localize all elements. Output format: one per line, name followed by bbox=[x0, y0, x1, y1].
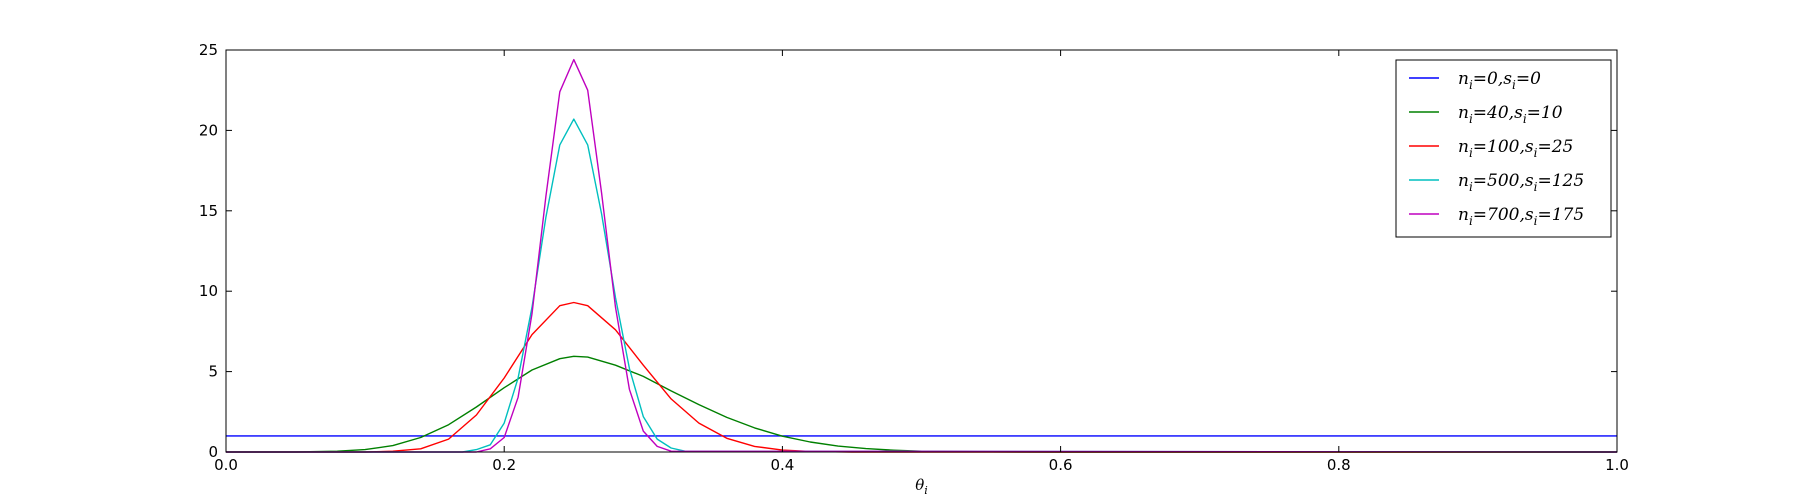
plot-frame bbox=[225, 49, 1618, 453]
x-tick-label-2: 0.4 bbox=[770, 456, 794, 474]
legend-label-4: ni=700,si=175 bbox=[1458, 205, 1584, 228]
y-tick-label-5: 25 bbox=[199, 41, 218, 59]
x-axis-label: θi bbox=[915, 476, 928, 497]
x-tick-label-3: 0.6 bbox=[1049, 456, 1073, 474]
series-line-4 bbox=[226, 58, 1618, 453]
series-line-2 bbox=[226, 301, 1617, 453]
ticks-layer: 0.0 0.2 0.4 0.6 0.8 1.0 0 5 10 15 20 25 bbox=[199, 41, 1629, 474]
series-line-1 bbox=[226, 355, 1617, 453]
legend-label-2: ni=100,si=25 bbox=[1458, 137, 1573, 160]
legend-label-1: ni=40,si=10 bbox=[1458, 103, 1563, 126]
legend: ni=0,si=0 ni=40,si=10 ni=100,si=25 ni=500,s… bbox=[1395, 59, 1612, 238]
x-tick-label-5: 1.0 bbox=[1605, 456, 1629, 474]
x-tick-label-1: 0.2 bbox=[492, 456, 516, 474]
legend-label-0: ni=0,si=0 bbox=[1458, 69, 1541, 92]
x-tick-label-4: 0.8 bbox=[1327, 456, 1351, 474]
y-tick-label-1: 5 bbox=[208, 363, 218, 381]
y-tick-label-3: 15 bbox=[199, 202, 218, 220]
legend-label-3: ni=500,si=125 bbox=[1458, 171, 1584, 194]
y-tick-label-2: 10 bbox=[199, 282, 218, 300]
series-layer bbox=[226, 58, 1618, 453]
y-tick-label-0: 0 bbox=[208, 443, 218, 461]
legend-box bbox=[1395, 59, 1612, 238]
y-tick-label-4: 20 bbox=[199, 121, 218, 139]
series-line-3 bbox=[226, 118, 1618, 453]
x-tick-label-0: 0.0 bbox=[214, 456, 238, 474]
